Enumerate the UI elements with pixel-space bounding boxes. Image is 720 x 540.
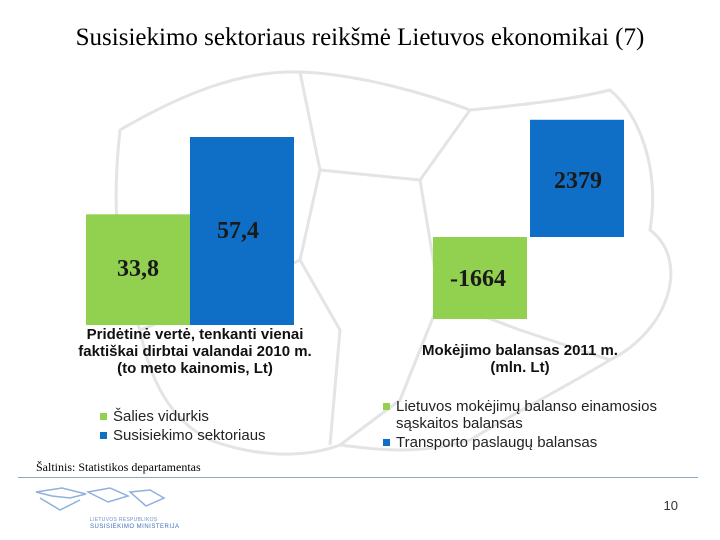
chart-1-title-line: Pridėtinė vertė, tenkanti vienai <box>86 326 304 343</box>
chart-2-title-line: Mokėjimo balansas 2011 m. <box>422 342 618 359</box>
data-label: -1664 <box>450 266 506 292</box>
legend-item: Šalies vidurkis <box>100 408 330 425</box>
chart-2-title-line: (mln. Lt) <box>490 359 550 376</box>
ministry-logo-icon <box>35 487 166 511</box>
legend-label: Susisiekimo sektoriaus <box>113 427 266 444</box>
legend-swatch-blue <box>100 432 107 439</box>
bar <box>433 237 527 319</box>
bar <box>530 119 624 237</box>
legend-item: Lietuvos mokėjimų balanso einamosios sąs… <box>383 398 683 432</box>
legend-swatch-blue <box>383 439 390 446</box>
page-number: 10 <box>663 498 678 513</box>
slide-title: Susisiekimo sektoriaus reikšmė Lietuvos … <box>75 24 645 51</box>
chart-2-title: Mokėjimo balansas 2011 m. (mln. Lt) <box>395 342 645 376</box>
logo-text: LIETUVOS RESPUBLIKOS <box>90 517 158 523</box>
legend-label: Lietuvos mokėjimų balanso einamosios sąs… <box>396 398 657 432</box>
legend-swatch-green <box>100 413 107 420</box>
legend-swatch-green <box>383 403 390 410</box>
chart-1-title-line: faktiškai dirbtai valandai 2010 m. <box>78 343 312 360</box>
source-note: Šaltinis: Statistikos departamentas <box>36 460 201 474</box>
chart-1-title: Pridėtinė vertė, tenkanti vienai faktišk… <box>55 326 335 377</box>
legend-item: Transporto paslaugų balansas <box>383 434 683 451</box>
chart-2-legend: Lietuvos mokėjimų balanso einamosios sąs… <box>383 398 683 453</box>
legend-label: Šalies vidurkis <box>113 408 209 425</box>
logo-text: SUSISIEKIMO MINISTERIJA <box>90 524 180 530</box>
data-label: 2379 <box>554 168 602 194</box>
bar <box>190 137 294 325</box>
bar <box>86 214 190 325</box>
data-label: 33,8 <box>117 256 159 282</box>
data-label: 57,4 <box>217 218 259 244</box>
chart-1-legend: Šalies vidurkis Susisiekimo sektoriaus <box>100 408 330 446</box>
chart-1-title-line: (to meto kainomis, Lt) <box>117 360 273 377</box>
footer-divider <box>18 477 698 478</box>
legend-label: Transporto paslaugų balansas <box>396 434 598 451</box>
legend-item: Susisiekimo sektoriaus <box>100 427 330 444</box>
